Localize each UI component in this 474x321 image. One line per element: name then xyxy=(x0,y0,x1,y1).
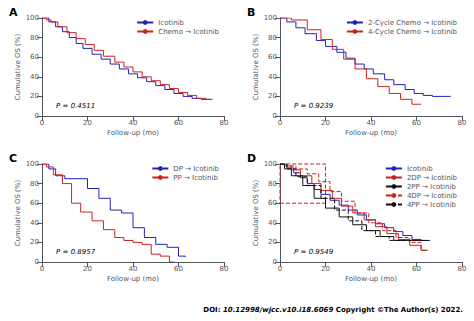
svg-text:80: 80 xyxy=(220,119,229,127)
svg-text:60: 60 xyxy=(268,199,277,207)
svg-text:20: 20 xyxy=(83,265,92,273)
svg-text:Follow-up (mo): Follow-up (mo) xyxy=(345,129,397,137)
svg-text:Cumulative OS (%): Cumulative OS (%) xyxy=(252,34,260,101)
svg-text:Cumulative OS (%): Cumulative OS (%) xyxy=(14,180,22,247)
svg-text:100: 100 xyxy=(26,160,39,168)
svg-text:40: 40 xyxy=(129,119,138,127)
svg-text:40: 40 xyxy=(367,119,376,127)
svg-text:80: 80 xyxy=(458,119,467,127)
svg-text:P = 0.9549: P = 0.9549 xyxy=(294,248,334,256)
svg-text:P = 0.4511: P = 0.4511 xyxy=(56,102,95,110)
svg-text:0: 0 xyxy=(35,258,39,266)
svg-text:0: 0 xyxy=(278,265,282,273)
svg-text:20: 20 xyxy=(30,238,39,246)
svg-text:60: 60 xyxy=(412,265,421,273)
svg-text:Follow-up (mo): Follow-up (mo) xyxy=(107,129,159,137)
svg-text:80: 80 xyxy=(220,265,229,273)
svg-text:0: 0 xyxy=(40,265,44,273)
svg-text:100: 100 xyxy=(264,14,277,22)
svg-text:4-Cycle Chemo → Icotinib: 4-Cycle Chemo → Icotinib xyxy=(368,28,458,36)
svg-text:Chemo → Icotinib: Chemo → Icotinib xyxy=(158,28,219,36)
svg-text:C: C xyxy=(9,152,17,165)
svg-text:60: 60 xyxy=(174,119,183,127)
svg-text:Icotinib: Icotinib xyxy=(158,19,184,27)
svg-text:DOI:: DOI: xyxy=(203,306,220,314)
svg-text:Cumulative OS (%): Cumulative OS (%) xyxy=(14,34,22,101)
svg-text:60: 60 xyxy=(30,53,39,61)
svg-text:20: 20 xyxy=(321,119,330,127)
svg-text:40: 40 xyxy=(268,219,277,227)
svg-text:Icotinib: Icotinib xyxy=(407,165,433,173)
svg-text:0: 0 xyxy=(273,112,277,120)
svg-text:Follow-up (mo): Follow-up (mo) xyxy=(107,275,159,283)
svg-text:80: 80 xyxy=(30,180,39,188)
svg-text:Cumulative OS (%): Cumulative OS (%) xyxy=(252,180,260,247)
svg-text:Follow-up (mo): Follow-up (mo) xyxy=(345,275,397,283)
svg-text:0: 0 xyxy=(35,112,39,120)
svg-text:40: 40 xyxy=(30,73,39,81)
svg-text:10.12998/wjcc.v10.i18.6069: 10.12998/wjcc.v10.i18.6069 xyxy=(221,306,334,314)
svg-text:0: 0 xyxy=(278,119,282,127)
svg-text:40: 40 xyxy=(268,73,277,81)
svg-text:40: 40 xyxy=(129,265,138,273)
svg-text:P = 0.8957: P = 0.8957 xyxy=(56,248,96,256)
svg-text:PP → Icotinib: PP → Icotinib xyxy=(173,174,218,182)
svg-text:20: 20 xyxy=(268,238,277,246)
svg-text:4DP → Icotinib: 4DP → Icotinib xyxy=(407,192,458,200)
svg-text:100: 100 xyxy=(26,14,39,22)
svg-text:DP → Icotinib: DP → Icotinib xyxy=(173,165,219,173)
svg-text:40: 40 xyxy=(30,219,39,227)
svg-text:D: D xyxy=(247,152,256,165)
svg-text:Copyright ©The Author(s) 2022.: Copyright ©The Author(s) 2022. xyxy=(333,306,463,314)
svg-text:20: 20 xyxy=(321,265,330,273)
svg-text:80: 80 xyxy=(268,34,277,42)
svg-text:20: 20 xyxy=(83,119,92,127)
svg-text:2PP → Icotinib: 2PP → Icotinib xyxy=(407,183,456,191)
svg-text:20: 20 xyxy=(30,92,39,100)
svg-text:A: A xyxy=(9,6,18,19)
svg-text:20: 20 xyxy=(268,92,277,100)
svg-text:4PP → Icotinib: 4PP → Icotinib xyxy=(407,201,456,209)
svg-text:60: 60 xyxy=(412,119,421,127)
svg-text:60: 60 xyxy=(30,199,39,207)
svg-text:B: B xyxy=(247,6,255,19)
svg-text:0: 0 xyxy=(273,258,277,266)
svg-text:P = 0.9239: P = 0.9239 xyxy=(294,102,334,110)
svg-text:2-Cycle Chemo → Icotinib: 2-Cycle Chemo → Icotinib xyxy=(368,19,458,27)
svg-text:80: 80 xyxy=(268,180,277,188)
svg-text:40: 40 xyxy=(367,265,376,273)
svg-text:2DP → Icotinib: 2DP → Icotinib xyxy=(407,174,458,182)
svg-text:60: 60 xyxy=(268,53,277,61)
svg-text:100: 100 xyxy=(264,160,277,168)
svg-text:0: 0 xyxy=(40,119,44,127)
svg-text:80: 80 xyxy=(458,265,467,273)
svg-text:60: 60 xyxy=(174,265,183,273)
svg-text:80: 80 xyxy=(30,34,39,42)
